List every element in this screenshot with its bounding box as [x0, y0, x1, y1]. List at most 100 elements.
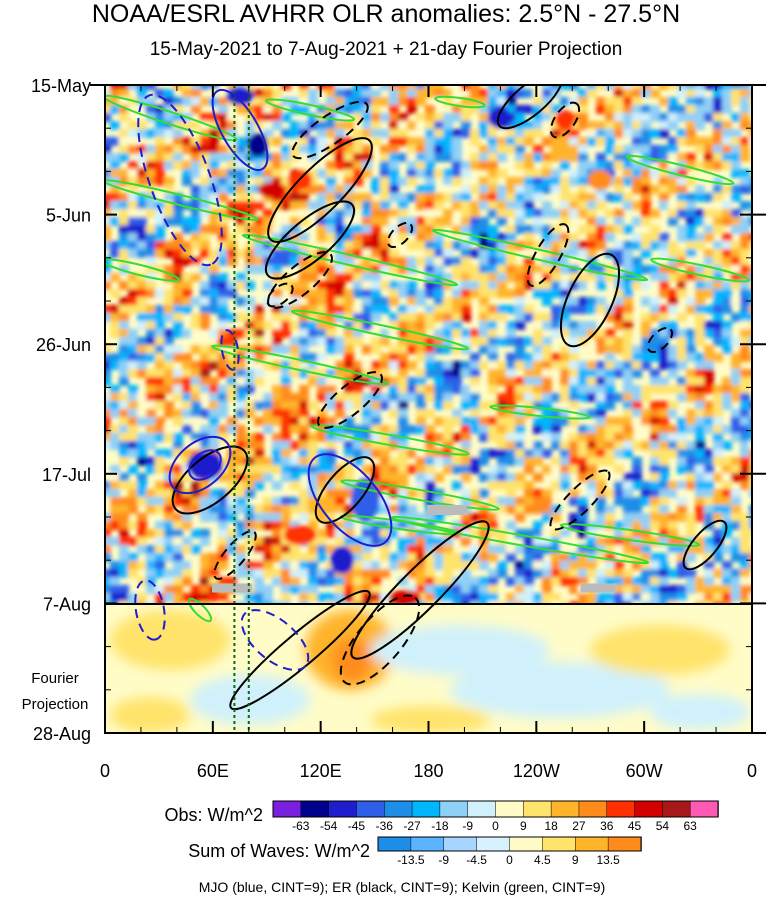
obs-colorbar-tick-2: -45 — [348, 819, 366, 833]
waves-colorbar-tick-4: 4.5 — [534, 853, 551, 867]
er-contour-6 — [229, 589, 371, 711]
obs-colorbar-box-3 — [356, 800, 385, 818]
waves-colorbar-box-0 — [377, 836, 412, 852]
obs-colorbar-tick-1: -54 — [320, 819, 338, 833]
waves-colorbar-box-7 — [607, 836, 642, 852]
obs-colorbar-tick-13: 54 — [656, 819, 670, 833]
waves-colorbar-frame — [377, 836, 642, 852]
obs-colorbar-tick-10: 27 — [572, 819, 586, 833]
waves-colorbar-tick-2: -4.5 — [466, 853, 487, 867]
obs-colorbar-tick-5: -18 — [431, 819, 449, 833]
er-contour-4 — [171, 445, 249, 515]
kelvin-contour-15 — [559, 523, 701, 547]
obs-patches — [105, 85, 752, 604]
x-tick-label-4: 120W — [513, 761, 560, 781]
er-contour-19 — [266, 282, 294, 308]
missing-data-2 — [580, 583, 616, 593]
er-contour-13 — [386, 221, 414, 249]
mjo-contour-1 — [307, 453, 393, 547]
mjo-contour-2 — [211, 89, 269, 171]
kelvin-contour-11 — [489, 404, 591, 420]
obs-colorbar-box-11 — [578, 800, 608, 818]
er-contour-0 — [267, 137, 373, 243]
obs-colorbar-tick-12: 45 — [628, 819, 642, 833]
mjo-contour-7 — [134, 579, 166, 641]
projection-anomaly-field — [105, 604, 752, 733]
contour-legend: MJO (blue, CINT=9); ER (black, CINT=9); … — [199, 879, 606, 895]
mjo-contour-0 — [168, 435, 232, 495]
y-tick-label-4: 7-Aug — [43, 594, 91, 614]
kelvin-contour-6 — [431, 228, 649, 282]
kelvin-contour-0 — [105, 94, 238, 142]
waves-colorbar-label: Sum of Waves: W/m^2 — [188, 841, 370, 861]
y-tick-label-0: 15-May — [31, 76, 91, 96]
waves-colorbar-box-5 — [542, 836, 576, 852]
waves-colorbar-box-2 — [443, 836, 478, 852]
kelvin-contour-4 — [105, 179, 259, 221]
obs-colorbar-box-1 — [300, 800, 330, 818]
kelvin-contour-7 — [650, 257, 750, 283]
obs-colorbar-tick-0: -63 — [292, 819, 310, 833]
er-contour-17 — [339, 594, 421, 686]
obs-colorbar-tick-4: -27 — [403, 819, 421, 833]
obs-colorbar-box-7 — [467, 800, 497, 818]
obs-colorbar-box-5 — [411, 800, 441, 818]
obs-colorbar-tick-14: 63 — [684, 819, 698, 833]
waves-colorbar-box-1 — [410, 836, 445, 852]
x-tick-label-6: 0 — [747, 761, 757, 781]
y-tick-label-1: 5-Jun — [46, 206, 91, 226]
projection-label-2: Projection — [22, 696, 89, 713]
x-tick-label-2: 120E — [300, 761, 342, 781]
obs-colorbar-tick-9: 18 — [544, 819, 558, 833]
obs-colorbar-tick-7: 0 — [492, 819, 499, 833]
obs-colorbar-box-10 — [550, 800, 580, 818]
obs-colorbar-box-15 — [689, 800, 719, 818]
waves-colorbar-tick-5: 9 — [572, 853, 579, 867]
waves-colorbar-box-3 — [476, 836, 511, 852]
kelvin-contour-10 — [210, 344, 390, 386]
obs-colorbar-box-8 — [495, 800, 525, 818]
obs-colorbar-box-13 — [634, 800, 664, 818]
projection-patches — [110, 610, 750, 733]
mjo-contour-5 — [240, 609, 310, 671]
kelvin-contour-8 — [105, 258, 180, 282]
chart-subtitle: 15-May-2021 to 7-Aug-2021 + 21-day Fouri… — [149, 39, 623, 60]
kelvin-contour-3 — [625, 154, 735, 186]
y-tick-label-3: 17-Jul — [42, 465, 91, 485]
colorbars: -63 -54 -45 -36 -27 -18 -9 0 9 18 27 36 45 54 63 Obs: W… — [165, 800, 719, 867]
x-tick-label-3: 180 — [413, 761, 443, 781]
obs-colorbar-box-9 — [523, 800, 552, 818]
kelvin-contour-17 — [187, 597, 213, 623]
kelvin-contour-13 — [340, 479, 500, 511]
obs-colorbar-box-2 — [328, 800, 358, 818]
kelvin-contour-12 — [310, 424, 470, 456]
er-contour-18 — [646, 326, 674, 354]
obs-colorbar-box-0 — [272, 800, 302, 818]
er-contour-10 — [526, 223, 570, 287]
y-tick-label-2: 26-Jun — [36, 335, 91, 355]
obs-colorbar-box-12 — [606, 800, 636, 818]
er-contour-5 — [314, 456, 376, 524]
kelvin-contour-9 — [290, 309, 470, 351]
y-tick-label-5: 28-Aug — [33, 724, 91, 744]
obs-colorbar-label: Obs: W/m^2 — [165, 805, 263, 825]
er-contour-12 — [291, 100, 369, 160]
waves-colorbar-tick-3: 0 — [506, 853, 513, 867]
wave-contours — [105, 85, 750, 733]
kelvin-contour-14 — [390, 515, 650, 565]
er-contour-2 — [496, 85, 564, 130]
x-tick-label-1: 60E — [197, 761, 229, 781]
kelvin-contour-5 — [241, 233, 459, 287]
er-contour-9 — [549, 101, 581, 139]
chart-title: NOAA/ESRL AVHRR OLR anomalies: 2.5°N - 2… — [91, 0, 681, 28]
waves-colorbar-box-6 — [575, 836, 609, 852]
axes: 0 60E 120E 180 120W 60W 0 15-May 5-Jun 26-Jun 17-J… — [31, 76, 766, 781]
er-contour-8 — [682, 519, 728, 571]
er-contour-15 — [549, 469, 611, 531]
waves-colorbar-tick-6: 13.5 — [596, 853, 620, 867]
waves-colorbar-tick-1: -9 — [438, 853, 449, 867]
er-contour-16 — [213, 530, 257, 580]
missing-data-0 — [427, 505, 467, 515]
er-contour-14 — [317, 371, 383, 429]
